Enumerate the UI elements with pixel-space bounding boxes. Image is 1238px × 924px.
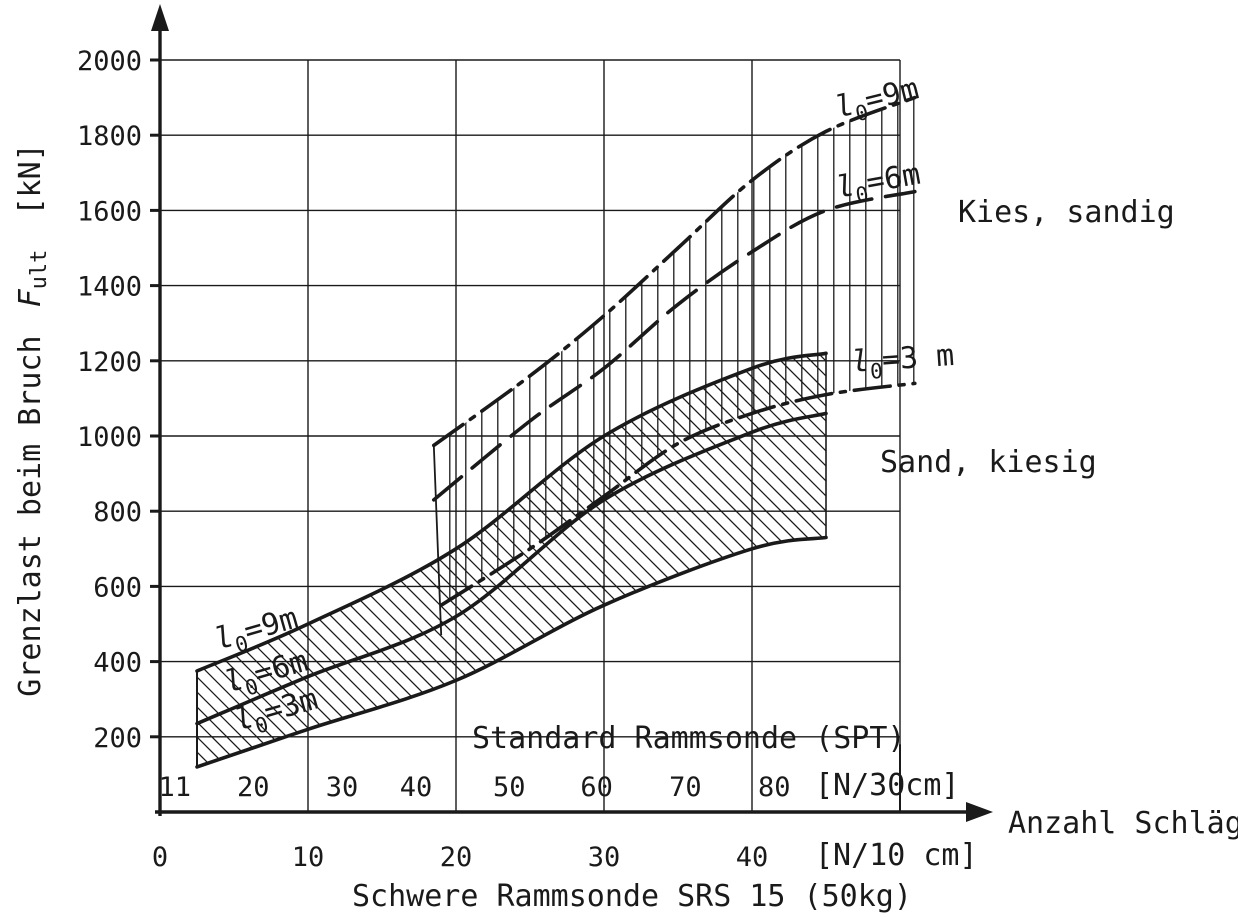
hatch-line	[197, 353, 546, 767]
series-line	[432, 189, 917, 502]
hatch-line	[915, 300, 1238, 860]
y-axis-label: Grenzlast beim Bruch Fult [kN]	[13, 143, 54, 696]
y-axis-label-symbol: F	[13, 288, 48, 307]
series-line	[195, 351, 828, 673]
hatch-line	[990, 300, 1238, 860]
spt-unit-label: [N/30cm]	[815, 768, 960, 803]
srs-unit-label: [N/10 cm]	[815, 838, 978, 873]
soil-label-gravel: Kies, sandig	[958, 195, 1175, 230]
hatch-line	[1155, 300, 1238, 860]
spt-tick-label: 70	[669, 772, 702, 803]
y-tick-label: 400	[93, 648, 142, 679]
hatch-line	[1065, 300, 1238, 860]
svg-text:l0=9m: l0=9m	[831, 71, 923, 130]
y-tick-label: 200	[93, 723, 142, 754]
y-axis-label-unit: [kN]	[13, 143, 48, 215]
series-line	[195, 535, 828, 769]
hatch-line	[704, 353, 826, 767]
y-tick-label: 1000	[77, 422, 142, 453]
hatch-line	[197, 353, 426, 767]
spt-tick-label: 11	[159, 772, 192, 803]
x-axis-label-bottom: Schwere Rammsonde SRS 15 (50kg)	[352, 879, 912, 914]
x-ticks: 0 10 20 30 40	[152, 842, 768, 873]
hatch-line	[945, 300, 1238, 860]
hatch-line	[960, 300, 1238, 860]
y-axis-label-subscript: ult	[27, 250, 52, 290]
x-axis-label-right: Anzahl Schläge	[1008, 806, 1238, 841]
y-tick-label: 1200	[77, 347, 142, 378]
hatch-line	[674, 353, 826, 767]
hatch-line	[197, 353, 456, 767]
hatch-line	[1230, 300, 1238, 860]
spt-title: Standard Rammsonde (SPT)	[472, 721, 905, 756]
hatch-line	[1005, 300, 1238, 860]
x-tick-label: 30	[588, 842, 621, 873]
label-upper-6m: l0=6m	[833, 157, 924, 211]
label-upper-9m: l0=9m	[831, 71, 923, 130]
hatch-line	[1035, 300, 1238, 860]
hatch-line	[1080, 300, 1238, 860]
band-edge	[432, 445, 443, 636]
x-tick-label: 40	[736, 842, 769, 873]
spt-scale: 11 20 30 40 50 60 70 80	[159, 744, 901, 812]
spt-tick-label: 80	[758, 772, 791, 803]
y-tick-label: 800	[93, 497, 142, 528]
hatch-line	[1125, 300, 1238, 860]
y-axis-label-text: Grenzlast beim Bruch	[13, 335, 48, 696]
hatch-line	[734, 353, 826, 767]
x-tick-label: 0	[152, 842, 168, 873]
hatch-line	[689, 353, 826, 767]
label-upper-3m: l0=3 m	[850, 338, 956, 385]
hatch-line	[1050, 300, 1238, 860]
y-axis-arrow	[151, 4, 169, 31]
hatch-line	[614, 353, 826, 767]
series-line	[195, 411, 828, 726]
spt-tick-label: 40	[400, 772, 433, 803]
hatch-line	[1110, 300, 1238, 860]
y-tick-label: 600	[93, 572, 142, 603]
hatch-line	[197, 353, 561, 767]
series-lines	[195, 95, 917, 769]
x-tick-label: 10	[292, 842, 325, 873]
hatch-line	[1215, 300, 1238, 860]
hatch-line	[975, 300, 1238, 860]
hatch-line	[1170, 300, 1238, 860]
spt-tick-label: 50	[493, 772, 526, 803]
y-tick-label: 1400	[77, 272, 142, 303]
hatch-line	[197, 353, 441, 767]
hatch-line	[1095, 300, 1238, 860]
hatch-line	[719, 353, 826, 767]
x-tick-label: 20	[440, 842, 473, 873]
series-line	[432, 95, 917, 448]
hatch-line	[629, 353, 826, 767]
svg-text:l0=6m: l0=6m	[833, 157, 924, 211]
hatch-line	[1140, 300, 1238, 860]
y-tick-label: 1600	[77, 196, 142, 227]
hatch-line	[930, 300, 1238, 860]
spt-tick-label: 60	[580, 772, 613, 803]
spt-tick-label: 30	[326, 772, 359, 803]
hatch-line	[1020, 300, 1238, 860]
y-tick-label: 2000	[77, 46, 142, 77]
spt-tick-label: 20	[237, 772, 270, 803]
hatch-line	[1185, 300, 1238, 860]
y-tick-label: 1800	[77, 121, 142, 152]
hatch-line	[1200, 300, 1238, 860]
x-axis-arrow	[966, 802, 993, 822]
svg-text:l0=3 m: l0=3 m	[850, 338, 956, 385]
soil-label-sand: Sand, kiesig	[880, 445, 1097, 480]
y-ticks: 200 400 600 800 1000 1200 1400 1600 1800 2000	[77, 46, 160, 754]
